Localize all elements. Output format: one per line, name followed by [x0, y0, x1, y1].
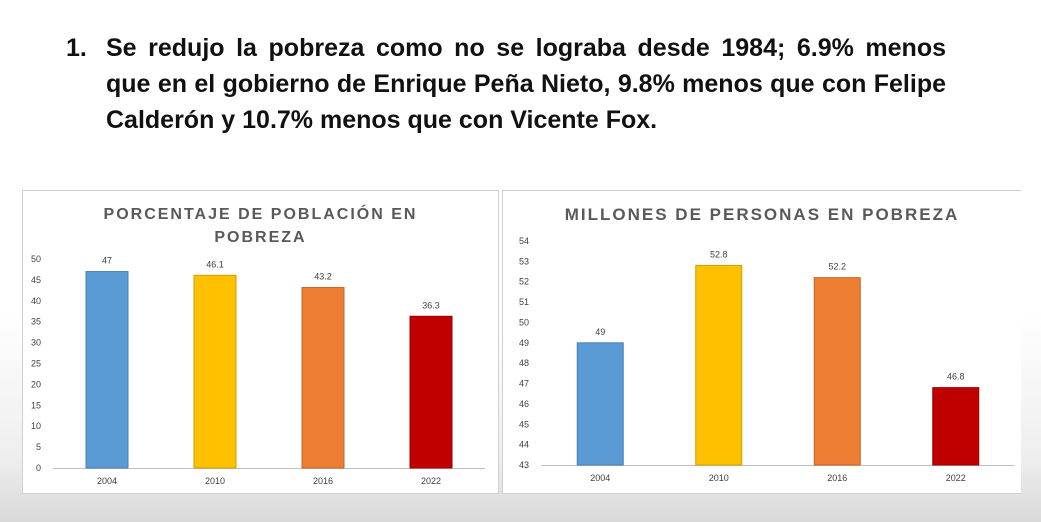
- y-tick-label: 49: [519, 338, 529, 348]
- data-label: 46.8: [947, 372, 965, 382]
- chart-panel-millones: MILLONES DE PERSONAS EN POBREZA 43 44 45 46…: [502, 190, 1021, 494]
- y-tick-label: 45: [519, 419, 529, 429]
- x-tick-label: 2016: [313, 476, 333, 486]
- data-label: 52.8: [710, 249, 728, 259]
- bar-2004: [576, 342, 624, 466]
- bar-2016: [301, 286, 345, 469]
- y-tick-label: 40: [31, 296, 41, 306]
- bar-2016: [813, 277, 861, 466]
- headline-number: 1.: [66, 34, 87, 62]
- bar-2022: [409, 315, 453, 469]
- headline: 1. Se redujo la pobreza como no se logra…: [66, 30, 946, 138]
- x-tick-label: 2004: [97, 476, 117, 486]
- bar-2010: [695, 264, 743, 466]
- x-tick-label: 2004: [590, 473, 610, 483]
- x-tick-label: 2010: [205, 476, 225, 486]
- x-tick-label: 2010: [709, 473, 729, 483]
- y-tick-label: 43: [519, 460, 529, 470]
- data-label: 47: [102, 256, 112, 266]
- headline-text: Se redujo la pobreza como no se lograba …: [106, 34, 946, 134]
- x-tick-label: 2022: [421, 476, 441, 486]
- data-label: 46.1: [206, 259, 224, 269]
- y-tick-label: 35: [31, 317, 41, 327]
- data-label: 49: [595, 327, 605, 337]
- y-tick-label: 5: [36, 442, 41, 452]
- y-tick-label: 51: [519, 297, 529, 307]
- y-tick-label: 50: [519, 317, 529, 327]
- y-tick-label: 46: [519, 399, 529, 409]
- bar-chart-porcentaje: 0 5 10 15 20 25 30 35 40 45 50 47 2004 46.1 2010 43.2 20…: [31, 254, 485, 486]
- data-label: 52.2: [828, 262, 846, 272]
- y-tick-label: 0: [36, 463, 41, 473]
- data-label: 36.3: [422, 300, 440, 310]
- y-tick-label: 50: [31, 254, 41, 264]
- chart-title: MILLONES DE PERSONAS EN POBREZA: [564, 205, 960, 224]
- y-tick-label: 47: [519, 379, 529, 389]
- y-tick-label: 30: [31, 338, 41, 348]
- y-tick-label: 25: [31, 359, 41, 369]
- data-label: 43.2: [314, 271, 332, 281]
- bar-chart-millones: 43 44 45 46 47 48 49 50 51 52 53 54 49 2004 52.8 2010 52…: [519, 236, 1015, 483]
- x-tick-label: 2016: [827, 473, 847, 483]
- y-tick-label: 10: [31, 421, 41, 431]
- bar-2010: [193, 274, 237, 469]
- bar-2022: [932, 387, 980, 466]
- chart-panel-porcentaje: PORCENTAJE DE POBLACIÓN EN POBREZA 0 5 10 1…: [22, 190, 499, 494]
- y-tick-label: 48: [519, 358, 529, 368]
- bar-2004: [85, 271, 129, 469]
- y-tick-label: 45: [31, 275, 41, 285]
- y-tick-label: 53: [519, 256, 529, 266]
- chart-title: PORCENTAJE DE POBLACIÓN EN POBREZA: [103, 206, 418, 246]
- y-tick-label: 15: [31, 400, 41, 410]
- y-tick-label: 54: [519, 236, 529, 246]
- y-tick-label: 20: [31, 379, 41, 389]
- y-tick-label: 52: [519, 277, 529, 287]
- y-tick-label: 44: [519, 440, 529, 450]
- x-tick-label: 2022: [946, 473, 966, 483]
